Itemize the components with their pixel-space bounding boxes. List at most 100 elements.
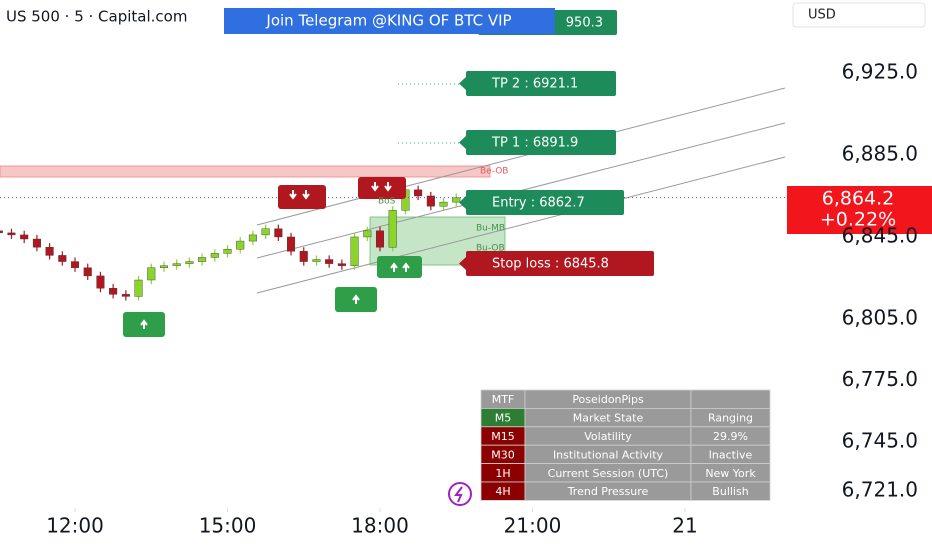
- zone-label: Bu-MB: [476, 224, 505, 234]
- x-tick-label: 18:00: [351, 514, 409, 538]
- candle-body: [147, 267, 156, 281]
- candle-body: [236, 240, 245, 250]
- price-change: +0.22%: [820, 209, 896, 231]
- candle-body: [426, 195, 435, 207]
- y-tick-label: 6,805.0: [842, 305, 918, 329]
- level-pointer: [459, 77, 466, 90]
- level-label: TP 1 : 6891.9: [491, 136, 578, 151]
- table-text: M30: [491, 448, 515, 461]
- candle-body: [210, 253, 219, 258]
- buy-marker: [335, 287, 377, 312]
- candle-body: [223, 249, 232, 254]
- candle-body: [248, 234, 257, 242]
- candle-body: [172, 263, 181, 266]
- sell-marker: [358, 177, 406, 199]
- level-box: [466, 190, 624, 215]
- candle-body: [388, 210, 397, 248]
- candle-body: [439, 201, 448, 207]
- candle-body: [185, 261, 194, 264]
- chart-title: US 500 · 5 · Capital.com: [6, 8, 187, 26]
- candle-body: [274, 228, 283, 238]
- x-tick-label: 15:00: [199, 514, 257, 538]
- channel-line: [256, 156, 786, 294]
- y-tick-label: 6,745.0: [842, 428, 918, 452]
- candle-body: [134, 279, 143, 297]
- zone-label: BoS: [378, 197, 396, 207]
- x-tick-label: 21: [672, 514, 697, 538]
- zone-label: Be-OB: [480, 167, 508, 177]
- x-tick-label: 12:00: [46, 514, 104, 538]
- level-pointer: [459, 136, 466, 149]
- candle-body: [71, 261, 80, 268]
- candle-body: [20, 234, 29, 240]
- candle-body: [109, 288, 118, 295]
- y-tick-label: 6,845.0: [842, 223, 918, 247]
- banner-box: [224, 8, 555, 34]
- price-axis-panel: [785, 0, 932, 550]
- candle-body: [375, 230, 385, 248]
- table-text: 4H: [495, 485, 510, 498]
- table-text: Bullish: [712, 485, 748, 498]
- candle-body: [121, 294, 130, 297]
- candle-body: [58, 255, 67, 262]
- candle-body: [159, 265, 168, 268]
- candle-body: [325, 259, 334, 264]
- candle-body: [0, 230, 3, 234]
- last-price: 6,864.2: [822, 188, 895, 210]
- candle-body: [363, 230, 372, 238]
- table-text: Volatility: [584, 430, 632, 443]
- candle-body: [299, 251, 308, 262]
- level-label: TP 2 : 6921.1: [491, 77, 578, 92]
- table-text: Market State: [573, 412, 644, 425]
- table-text: M15: [491, 430, 515, 443]
- currency-box[interactable]: [792, 2, 926, 28]
- level-pointer: [459, 257, 466, 270]
- banner: Join Telegram @KING OF BTC VIP: [265, 12, 511, 30]
- bearish-zone: [0, 165, 491, 178]
- candle-body: [312, 259, 321, 262]
- table-text: Inactive: [709, 448, 753, 461]
- level-label: Entry : 6862.7: [492, 196, 585, 211]
- candle-body: [7, 232, 16, 236]
- candle-body: [261, 228, 270, 236]
- last-price-box: [787, 186, 932, 234]
- table-text: MTF: [492, 393, 515, 406]
- table-text: New York: [705, 467, 756, 480]
- buy-marker: [377, 256, 422, 278]
- table-text: 1H: [495, 467, 510, 480]
- level-box: [466, 130, 616, 155]
- table-text: Institutional Activity: [553, 448, 664, 461]
- logo-icon: [454, 486, 463, 503]
- candle-body: [337, 263, 346, 266]
- candle-body: [96, 275, 105, 289]
- candle-body: [287, 236, 296, 252]
- level-box: [466, 251, 654, 276]
- level-box: [466, 71, 616, 96]
- table-text: 29.9%: [713, 430, 748, 443]
- table-text: Trend Pressure: [567, 485, 649, 498]
- level-label: Stop loss : 6845.8: [492, 257, 609, 272]
- table-text: M5: [495, 412, 512, 425]
- table-text: PoseidonPips: [572, 393, 644, 406]
- candle-body: [414, 189, 423, 197]
- candle-body: [32, 238, 41, 248]
- y-tick-label: 6,925.0: [842, 59, 918, 83]
- level-pointer: [459, 196, 466, 209]
- candle-body: [45, 247, 54, 256]
- zone-label: Bu-OB: [476, 244, 505, 254]
- y-tick-label: 6,885.0: [842, 141, 918, 165]
- table-text: Current Session (UTC): [548, 467, 669, 480]
- candle-body: [198, 257, 207, 262]
- candle-body: [350, 236, 359, 266]
- table-cell: [690, 481, 771, 501]
- table-text: Ranging: [708, 412, 753, 425]
- level-label: 950.3: [566, 16, 603, 31]
- candle-body: [452, 197, 461, 203]
- y-tick-label: 6,721.0: [842, 478, 918, 502]
- y-tick-label: 6,775.0: [842, 367, 918, 391]
- x-tick-label: 21:00: [504, 514, 562, 538]
- table-cell: [690, 389, 771, 409]
- channel-line: [256, 87, 786, 226]
- candle-body: [83, 267, 92, 277]
